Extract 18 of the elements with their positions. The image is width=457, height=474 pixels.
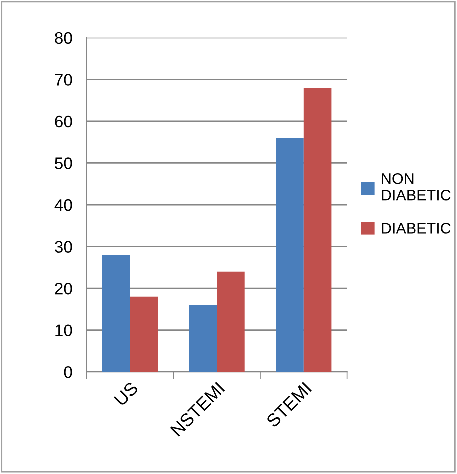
y-tick-label: 40 [54, 199, 72, 212]
bar [189, 305, 218, 372]
y-tick-label: 10 [56, 324, 72, 337]
legend-label: NON DIABETIC [382, 174, 451, 201]
y-tick-label: 0 [64, 366, 72, 378]
bar [130, 296, 158, 372]
y-tick-label: 60 [55, 116, 72, 128]
y-tick-label: 70 [55, 74, 72, 86]
y-tick-label: 80 [55, 32, 72, 44]
bar [276, 138, 304, 372]
x-tick-label: US [114, 381, 140, 407]
y-tick-label: 20 [55, 282, 72, 295]
legend-label: DIABETIC [382, 223, 451, 234]
bar [217, 272, 245, 372]
bar [102, 255, 130, 372]
y-tick-label: 30 [55, 241, 72, 253]
y-tick-label: 50 [55, 158, 72, 170]
bar [304, 88, 332, 372]
